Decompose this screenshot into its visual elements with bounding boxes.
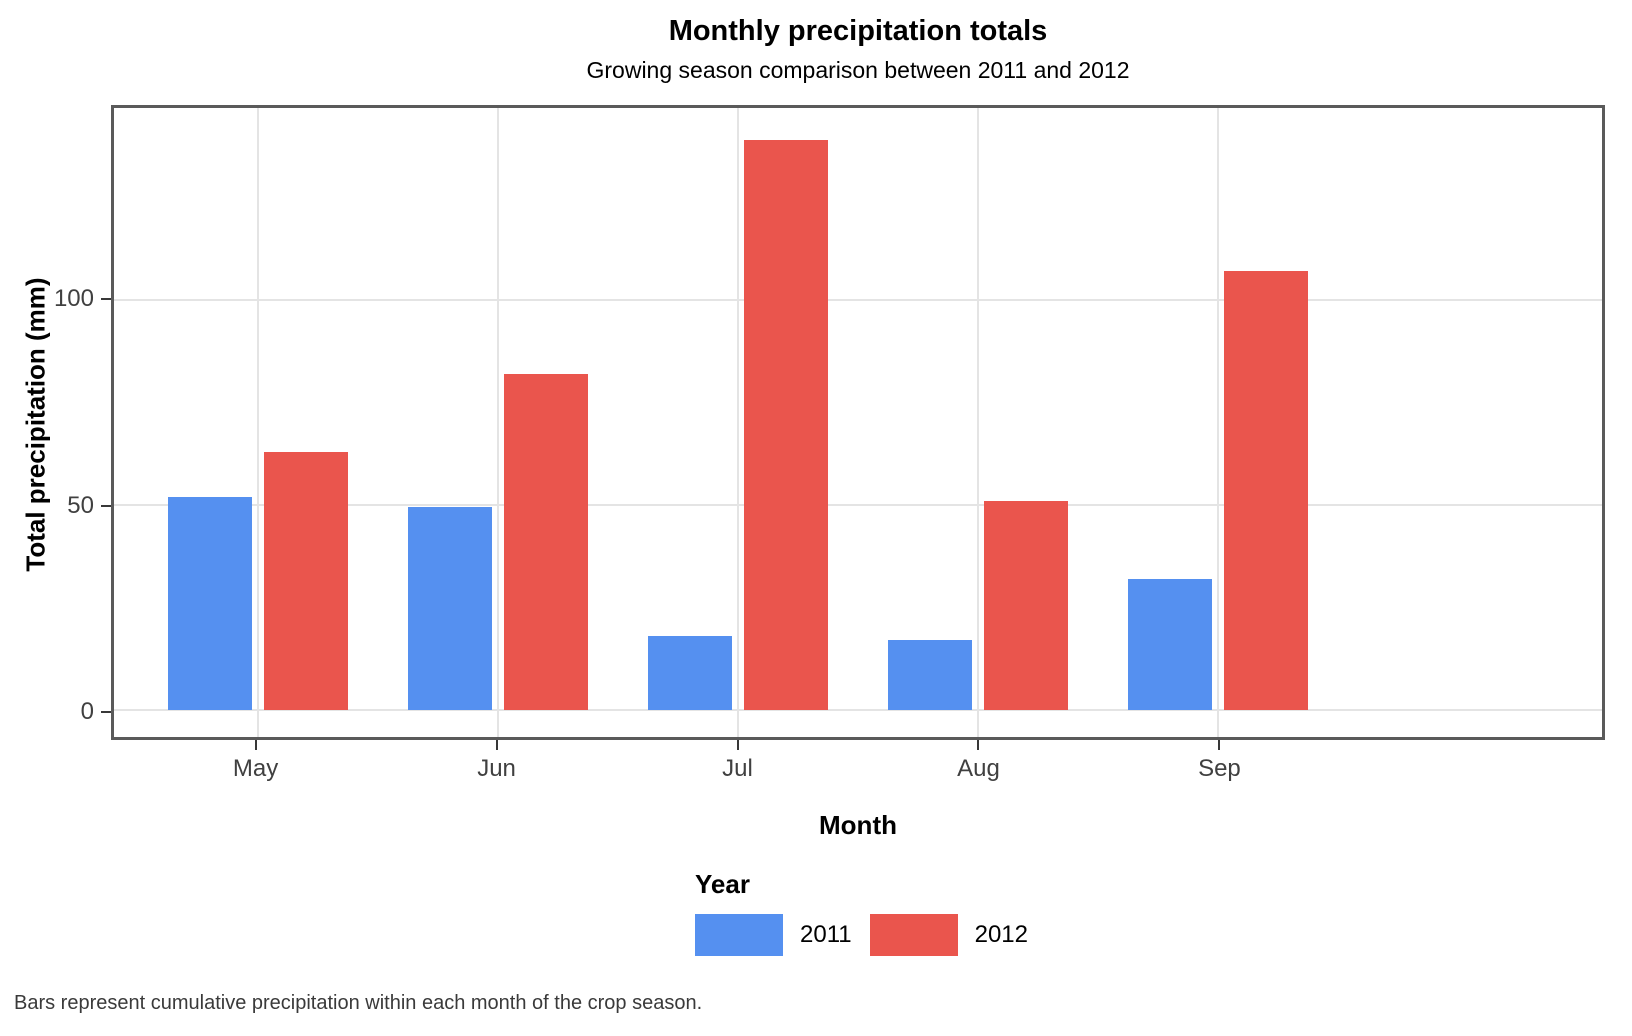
- bar-sep-2012: [1223, 271, 1309, 710]
- bar-jun-2012: [504, 373, 589, 710]
- y-tick-50: [101, 504, 111, 507]
- y-tick-0: [101, 711, 111, 714]
- x-tick-label-sep: Sep: [1198, 755, 1241, 782]
- bar-may-2011: [167, 496, 252, 710]
- gridline-x-sep: [1217, 108, 1219, 737]
- x-tick-label-jun: Jun: [477, 755, 516, 782]
- legend: Year 2011 2012: [695, 869, 1046, 956]
- plot-panel: [111, 105, 1605, 740]
- bar-jul-2012: [744, 140, 829, 710]
- chart-title: Monthly precipitation totals: [668, 15, 1048, 47]
- bar-may-2012: [264, 451, 349, 710]
- gridline-y-100: [114, 299, 1602, 302]
- bar-sep-2011: [1127, 578, 1212, 710]
- x-tick-aug: [977, 740, 980, 750]
- x-tick-label-may: May: [232, 755, 279, 782]
- gridline-x-jun: [497, 108, 499, 737]
- gridline-x-may: [257, 108, 259, 737]
- x-tick-jul: [736, 740, 739, 750]
- bar-aug-2012: [984, 500, 1069, 710]
- gridline-x-jul: [737, 108, 739, 737]
- x-tick-sep: [1218, 740, 1221, 750]
- legend-title: Year: [695, 869, 750, 899]
- y-tick-label-100: 100: [53, 284, 94, 312]
- x-tick-may: [254, 740, 257, 750]
- chart-subtitle: Growing season comparison between 2011 a…: [586, 57, 1130, 83]
- x-axis-title: Month: [819, 810, 897, 840]
- y-axis-title: Total precipitation (mm): [20, 277, 51, 572]
- legend-label-2012: 2012: [974, 921, 1028, 948]
- bar-jul-2011: [647, 635, 732, 710]
- gridline-y-0: [114, 708, 1602, 711]
- x-tick-label-jul: Jul: [722, 755, 753, 782]
- bar-jun-2011: [407, 506, 492, 710]
- bar-aug-2011: [887, 639, 972, 710]
- y-tick-label-50: 50: [67, 491, 94, 519]
- gridline-y-50: [114, 503, 1602, 506]
- legend-swatch-2012: [869, 914, 958, 956]
- legend-item-2012: 2012: [869, 914, 1028, 956]
- y-tick-100: [101, 297, 111, 300]
- chart-caption: Bars represent cumulative precipitation …: [14, 992, 703, 1014]
- legend-label-2011: 2011: [800, 921, 852, 948]
- legend-item-2011: 2011: [695, 914, 852, 956]
- legend-swatch-2011: [695, 914, 783, 956]
- legend-items: 2011 2012: [695, 914, 1046, 956]
- gridline-x-aug: [977, 108, 979, 737]
- x-tick-jun: [495, 740, 498, 750]
- y-tick-label-0: 0: [80, 698, 94, 726]
- x-tick-label-aug: Aug: [957, 755, 1000, 782]
